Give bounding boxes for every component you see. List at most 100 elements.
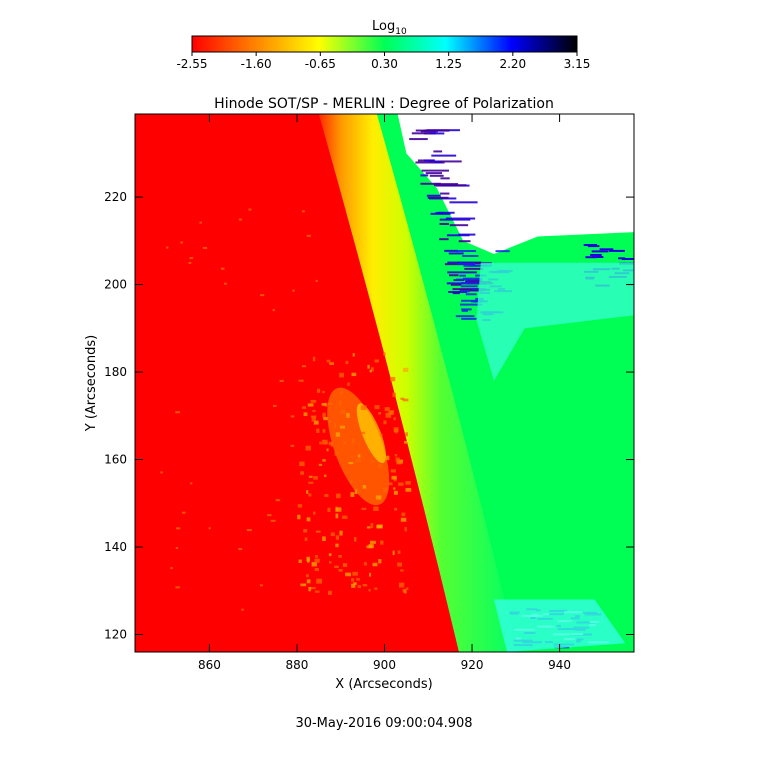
blue-streak [465,293,477,296]
feature-speck [267,514,272,517]
feature-speck [334,565,339,569]
feature-speck [310,415,317,418]
feature-speck [405,432,408,437]
feature-speck [369,369,373,373]
feature-speck [327,507,331,512]
blue-streak [409,138,428,141]
feature-speck [361,431,366,435]
feature-speck [383,420,387,425]
off-limb-features [160,208,412,611]
feature-speck [322,390,325,394]
blue-streak [495,250,510,253]
feature-speck [165,246,169,249]
chart-title: Hinode SOT/SP - MERLIN : Degree of Polar… [214,96,554,112]
bright-feature-core [356,403,386,464]
feature-speck [372,562,378,567]
feature-speck [313,420,319,425]
cyan-region [493,599,626,652]
blue-streak [583,244,598,247]
feature-speck [390,376,396,382]
x-tick-label: 880 [286,658,309,672]
feature-speck [322,429,326,433]
feature-speck [342,563,348,568]
feature-speck [338,569,343,572]
blue-streak [449,201,478,204]
feature-speck [374,405,380,410]
feature-speck [388,482,393,486]
feature-speck [307,558,310,563]
colorbar-ticks: -2.55 -1.60 -0.65 0.30 1.25 2.20 3.15 [176,52,590,71]
feature-speck [312,409,316,412]
feature-speck [302,210,305,213]
feature-speck [398,582,405,588]
feature-speck [366,545,373,549]
feature-speck [392,392,396,398]
feature-speck [297,504,303,508]
feature-speck [402,367,409,373]
feature-speck [402,588,407,593]
feature-speck [397,459,404,464]
feature-speck [224,282,227,285]
feature-speck [369,572,372,577]
blue-streak [462,254,479,257]
x-axis: 860 880 900 920 940 [198,114,571,672]
feature-speck [290,444,295,447]
feature-speck [378,463,383,468]
feature-speck [238,548,243,551]
feature-speck [354,489,358,495]
blue-streak [415,161,445,164]
feature-speck [188,261,192,264]
feature-speck [300,471,304,475]
feature-speck [340,391,343,395]
feature-speck [238,218,242,221]
feature-speck [308,493,312,497]
feature-speck [374,359,379,363]
feature-speck [393,487,396,490]
feature-speck [175,546,179,549]
plot-image [135,114,634,652]
feature-speck [345,572,352,577]
feature-speck [334,423,337,428]
blue-streak [434,184,467,187]
limb-gradient-band [316,114,517,652]
feature-speck [310,587,316,590]
blue-streak [587,245,600,248]
feature-speck [322,536,326,542]
feature-speck [404,527,407,532]
cyan-region [476,262,634,381]
feature-speck [275,499,281,502]
feature-speck [311,416,316,422]
feature-speck [351,583,356,588]
blue-streak [455,250,477,253]
feature-speck [270,519,276,522]
blue-streak [433,150,443,153]
feature-speck [308,586,312,592]
blue-streak [411,132,435,135]
blue-streak [425,172,443,175]
feature-speck [313,511,316,515]
blue-streak [459,274,466,277]
y-axis-label: Y (Arcseconds) [84,335,99,432]
blue-streak [433,183,459,186]
feature-speck [384,407,390,412]
feature-speck [351,578,355,582]
feature-speck [406,587,409,591]
blue-streak [452,288,486,291]
blue-streak [465,279,483,282]
feature-speck [292,289,295,292]
feature-speck [405,488,412,492]
colorbar-tick-label: 2.20 [499,57,526,71]
feature-speck [301,365,307,368]
feature-speck [170,567,173,570]
feature-speck [368,588,371,592]
feature-speck [392,550,395,556]
blue-streak [448,291,468,294]
feature-speck [273,404,277,407]
feature-speck [397,550,401,554]
feature-speck [339,372,344,378]
blue-streak [471,288,476,291]
feature-speck [335,507,342,512]
blue-streak [464,262,492,265]
feature-speck [335,513,339,519]
feature-speck [326,359,331,363]
